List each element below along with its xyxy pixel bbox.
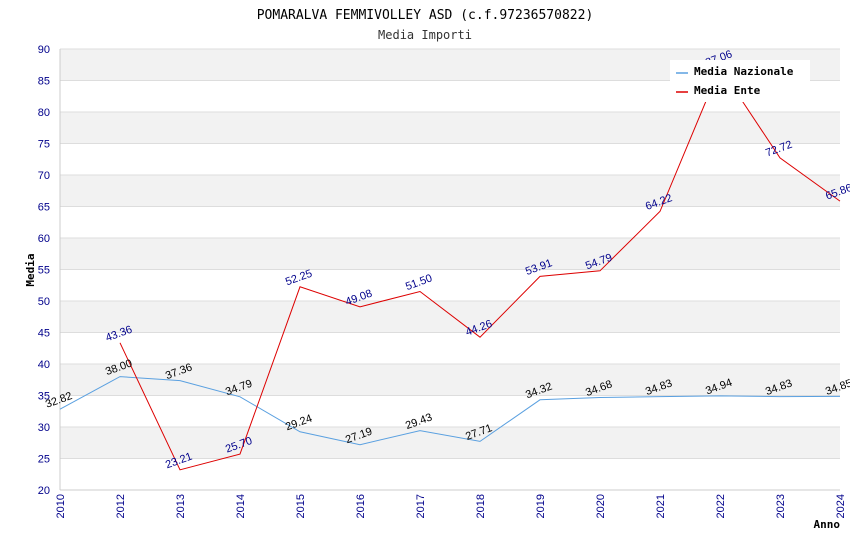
- x-tick-label: 2024: [835, 494, 847, 518]
- y-tick-label: 25: [38, 454, 50, 466]
- y-tick-label: 90: [38, 44, 50, 56]
- grid-band: [60, 112, 840, 144]
- grid-band: [60, 458, 840, 490]
- grid-band: [60, 427, 840, 459]
- x-tick-label: 2014: [235, 494, 247, 518]
- chart-subtitle: Media Importi: [378, 28, 472, 42]
- x-tick-label: 2018: [475, 494, 487, 518]
- grid-band: [60, 301, 840, 333]
- y-tick-label: 60: [38, 233, 50, 245]
- grid-band: [60, 143, 840, 175]
- y-tick-label: 80: [38, 107, 50, 119]
- x-tick-label: 2015: [295, 494, 307, 518]
- y-tick-label: 35: [38, 391, 50, 403]
- legend-label-ente: Media Ente: [694, 84, 761, 97]
- x-tick-label: 2012: [115, 494, 127, 518]
- y-tick-label: 45: [38, 328, 50, 340]
- axes: 20 25 30 35 40 45 50 55 60 65 70 75 80 85 90 2010 2012 20…: [38, 44, 847, 518]
- x-tick-label: 2021: [655, 494, 667, 518]
- y-tick-label: 55: [38, 265, 50, 277]
- y-tick-label: 20: [38, 485, 50, 497]
- series-line-nazionale: [59, 376, 841, 446]
- y-tick-label: 40: [38, 359, 50, 371]
- grid-band: [60, 175, 840, 207]
- x-tick-label: 2020: [595, 494, 607, 518]
- y-tick-label: 50: [38, 296, 50, 308]
- x-tick-label: 2023: [775, 494, 787, 518]
- x-axis-title: Anno: [814, 518, 841, 531]
- y-tick-label: 75: [38, 139, 50, 151]
- x-tick-label: 2017: [415, 494, 427, 518]
- grid-band: [60, 364, 840, 396]
- grid-band: [60, 332, 840, 364]
- x-tick-label: 2016: [355, 494, 367, 518]
- chart-title: POMARALVA FEMMIVOLLEY ASD (c.f.972365708…: [257, 8, 594, 23]
- grid-band: [60, 206, 840, 238]
- legend: Media Nazionale Media Ente: [670, 60, 810, 102]
- grid-band: [60, 395, 840, 427]
- legend-box: [670, 60, 810, 102]
- y-tick-label: 65: [38, 202, 50, 214]
- y-axis-title: Media: [24, 253, 37, 286]
- grid-band: [60, 269, 840, 301]
- y-tick-label: 70: [38, 170, 50, 182]
- x-tick-label: 2022: [715, 494, 727, 518]
- y-tick-label: 30: [38, 422, 50, 434]
- x-tick-label: 2010: [55, 494, 67, 518]
- x-tick-label: 2013: [175, 494, 187, 518]
- grid: [60, 48, 840, 491]
- x-tick-label: 2019: [535, 494, 547, 518]
- y-tick-label: 85: [38, 76, 50, 88]
- legend-label-nazionale: Media Nazionale: [694, 65, 794, 78]
- grid-band: [60, 238, 840, 270]
